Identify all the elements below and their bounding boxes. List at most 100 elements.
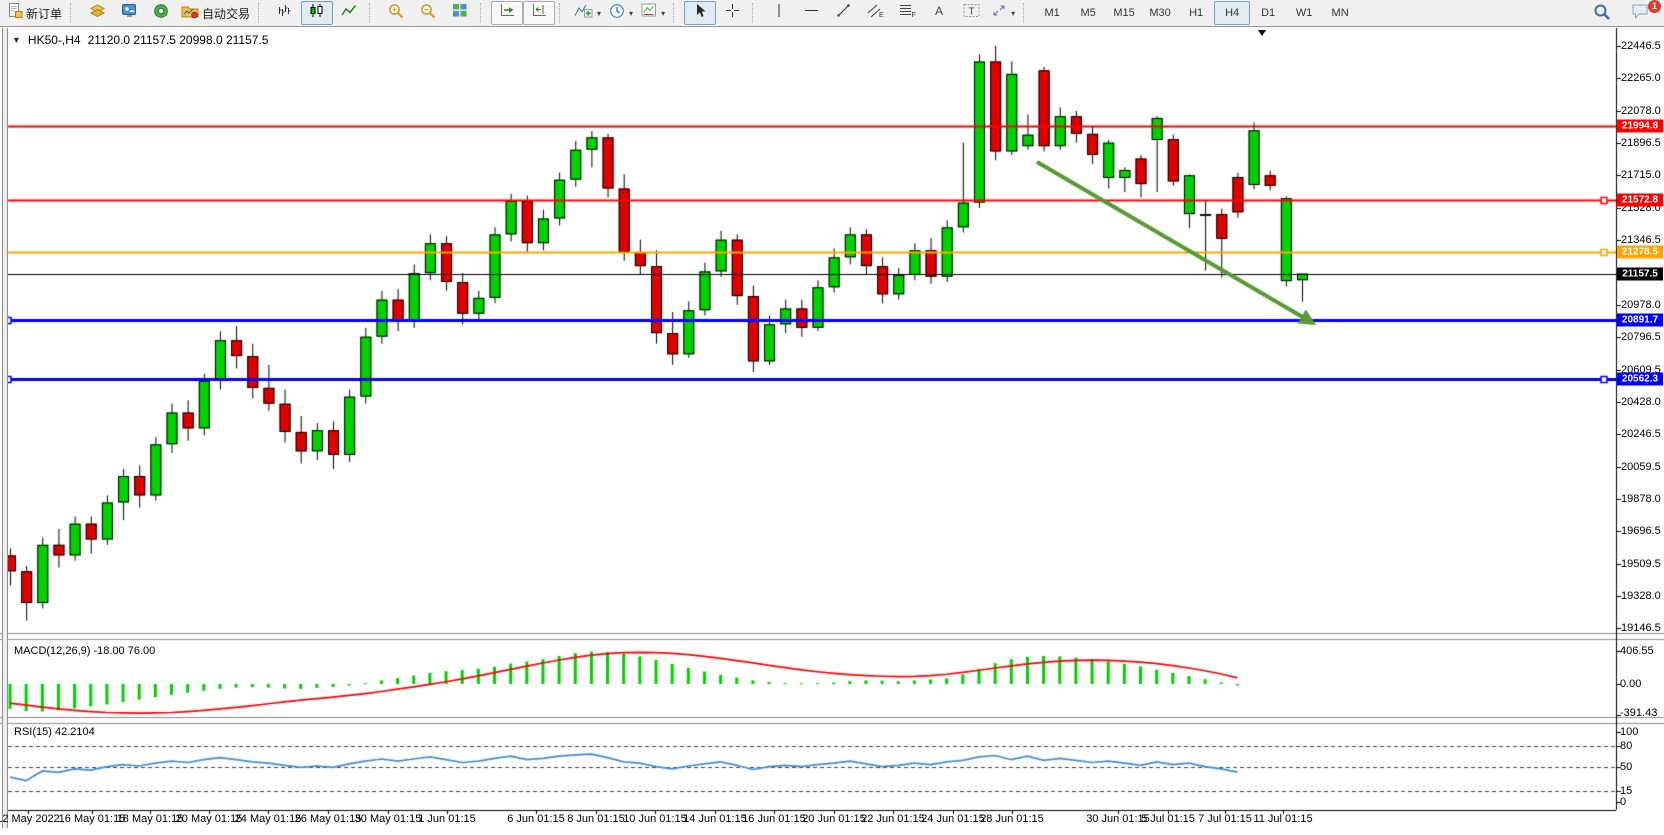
time-axis-label: 14 Jun 01:15 bbox=[683, 813, 747, 825]
price-axis-tick: 20796.5 bbox=[1621, 331, 1661, 344]
data-window-button[interactable] bbox=[81, 1, 113, 25]
indicators-button[interactable]: ▾ bbox=[570, 1, 605, 25]
svg-text:E: E bbox=[879, 12, 884, 18]
price-axis-tick: 19146.5 bbox=[1621, 622, 1661, 635]
zoom-in-button[interactable] bbox=[380, 1, 412, 25]
timeframe-d1-button[interactable]: D1 bbox=[1261, 7, 1276, 19]
time-axis-label: 18 May 01:15 bbox=[116, 813, 184, 825]
timeframe-mn-button[interactable]: MN bbox=[1331, 7, 1349, 19]
toolbar-separator bbox=[559, 3, 566, 23]
zoom-in-icon bbox=[388, 3, 405, 24]
zoom-out-icon bbox=[420, 3, 437, 24]
macd-values: -18.00 76.00 bbox=[93, 645, 156, 657]
chevron-down-icon[interactable]: ▾ bbox=[661, 8, 666, 18]
time-axis-label: 22 Jun 01:15 bbox=[861, 813, 925, 825]
time-axis-label: 20 May 01:15 bbox=[175, 813, 243, 825]
bar-chart-button[interactable] bbox=[269, 1, 301, 25]
toolbar-separator bbox=[673, 3, 680, 23]
crosshair-button[interactable] bbox=[716, 1, 748, 25]
crosshair-icon bbox=[725, 3, 740, 23]
price-axis-tick: 20428.0 bbox=[1621, 396, 1661, 409]
time-axis-label: 28 Jun 01:15 bbox=[980, 813, 1044, 825]
rsi-axis-tick: 50 bbox=[1620, 760, 1633, 773]
svg-text:T: T bbox=[968, 7, 974, 18]
rsi-axis-tick: 100 bbox=[1620, 725, 1639, 738]
templates-icon bbox=[641, 3, 657, 23]
price-line-label: 20562.3 bbox=[1617, 372, 1663, 386]
chart-shift-icon bbox=[531, 3, 548, 23]
fibonacci-button[interactable]: F bbox=[891, 1, 923, 25]
toolbar-separator bbox=[258, 3, 265, 23]
time-axis-label: 10 Jun 01:15 bbox=[623, 813, 687, 825]
periods-icon bbox=[609, 3, 625, 24]
timeframe-h4-button[interactable]: H4 bbox=[1214, 1, 1251, 25]
candle-chart-button[interactable] bbox=[301, 1, 334, 25]
chevron-down-icon[interactable]: ▾ bbox=[629, 8, 634, 18]
collapse-panel-icon[interactable]: ▼ bbox=[12, 35, 21, 45]
time-axis-label: 7 Jul 01:15 bbox=[1198, 813, 1252, 825]
chevron-down-icon[interactable]: ▾ bbox=[597, 8, 602, 18]
new-order-button[interactable]: 新订单 bbox=[4, 1, 66, 25]
chart-shift-button[interactable] bbox=[523, 1, 556, 25]
notifications-button[interactable]: 1 bbox=[1624, 0, 1661, 26]
time-axis-label: 20 Jun 01:15 bbox=[802, 813, 866, 825]
time-axis-label: 30 May 01:15 bbox=[354, 813, 422, 825]
price-axis-tick: 19878.0 bbox=[1621, 493, 1661, 506]
algo-trading-button[interactable]: 自动交易 bbox=[177, 1, 254, 25]
text-label-button[interactable]: T bbox=[955, 1, 987, 25]
price-line-label: 20891.7 bbox=[1617, 313, 1663, 327]
price-line-label: 21994.8 bbox=[1617, 119, 1663, 133]
time-axis-label: 11 Jul 01:15 bbox=[1253, 813, 1313, 825]
text-icon: A bbox=[932, 3, 946, 23]
indicators-icon bbox=[574, 3, 593, 23]
timeframe-m15-button[interactable]: M15 bbox=[1113, 7, 1135, 19]
search-button[interactable] bbox=[1586, 2, 1618, 26]
trendline-button[interactable] bbox=[827, 1, 859, 25]
timeframe-m30-button[interactable]: M30 bbox=[1149, 7, 1171, 19]
svg-text:A: A bbox=[935, 4, 943, 18]
community-button[interactable] bbox=[145, 1, 177, 25]
time-axis-label: 24 May 01:15 bbox=[234, 813, 302, 825]
tile-windows-icon bbox=[452, 3, 468, 23]
metaeditor-button[interactable] bbox=[113, 1, 145, 25]
price-line-label: 21278.5 bbox=[1617, 245, 1663, 259]
rsi-name: RSI(15) bbox=[14, 726, 52, 738]
chevron-down-icon[interactable]: ▾ bbox=[1011, 8, 1016, 18]
algo-trading-label: 自动交易 bbox=[202, 6, 251, 21]
price-axis-tick: 19696.5 bbox=[1621, 525, 1661, 538]
zoom-out-button[interactable] bbox=[412, 1, 444, 25]
arrows-button[interactable]: ▾ bbox=[987, 1, 1019, 25]
timeframe-h1-button[interactable]: H1 bbox=[1189, 7, 1204, 19]
text-label-icon: T bbox=[963, 3, 980, 23]
time-axis-label: 5 Jul 01:15 bbox=[1141, 813, 1195, 825]
periods-button[interactable]: ▾ bbox=[605, 1, 637, 25]
chat-bubble-icon bbox=[1631, 3, 1650, 25]
line-chart-button[interactable] bbox=[333, 1, 365, 25]
auto-scroll-button[interactable] bbox=[491, 1, 524, 25]
line-chart-icon bbox=[341, 3, 357, 23]
horizontal-line-icon bbox=[804, 3, 819, 23]
rsi-axis-tick: 0 bbox=[1620, 795, 1627, 808]
templates-button[interactable]: ▾ bbox=[637, 1, 669, 25]
price-axis-tick: 21346.5 bbox=[1621, 234, 1661, 247]
price-axis-tick: 22265.0 bbox=[1621, 72, 1661, 85]
timeframe-m5-button[interactable]: M5 bbox=[1080, 7, 1096, 19]
timeframe-w1-button[interactable]: W1 bbox=[1295, 7, 1313, 19]
rsi-axis-tick: 80 bbox=[1620, 739, 1633, 752]
toolbar-separator bbox=[70, 3, 77, 23]
notification-badge: 1 bbox=[1648, 0, 1661, 13]
trendline-icon bbox=[836, 3, 851, 23]
time-axis-label: 26 May 01:15 bbox=[294, 813, 362, 825]
vertical-line-button[interactable] bbox=[763, 1, 795, 25]
window-left-edge bbox=[2, 28, 8, 828]
timeframe-m1-button[interactable]: M1 bbox=[1044, 7, 1060, 19]
chart-shift-marker[interactable] bbox=[1258, 30, 1266, 36]
horizontal-line-button[interactable] bbox=[795, 1, 827, 25]
price-axis-tick: 19328.0 bbox=[1621, 590, 1661, 603]
equidistant-channel-button[interactable]: E bbox=[859, 1, 891, 25]
toolbar-separator bbox=[480, 3, 487, 23]
cursor-button[interactable] bbox=[684, 1, 717, 25]
tile-windows-button[interactable] bbox=[444, 1, 476, 25]
text-button[interactable]: A bbox=[923, 1, 955, 25]
